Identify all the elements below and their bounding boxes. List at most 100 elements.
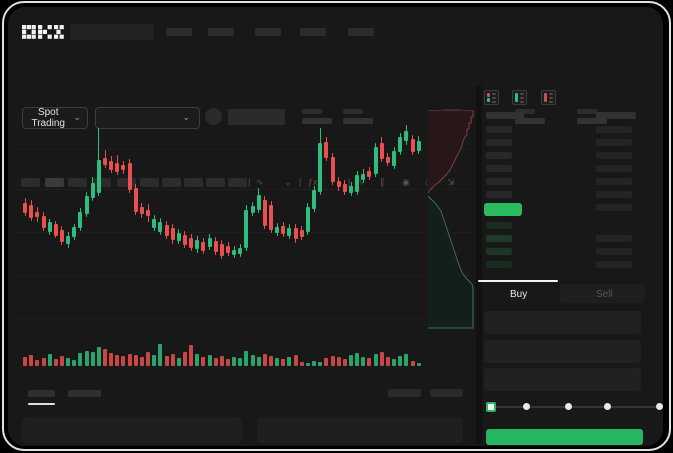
ask-row-placeholder[interactable]: [486, 165, 512, 172]
top-navbar: [0, 0, 673, 48]
nav-item-placeholder[interactable]: [166, 28, 192, 36]
okx-logo[interactable]: [22, 25, 64, 40]
panel-divider: [476, 86, 482, 444]
stat-value-placeholder: [515, 118, 545, 124]
chevron-down-icon: ⌄: [73, 111, 81, 122]
coin-avatar: [205, 108, 222, 125]
timeframe-button[interactable]: [117, 178, 136, 187]
bid-row-placeholder[interactable]: [486, 261, 512, 268]
stat-label-placeholder: [577, 109, 597, 114]
compare-icon[interactable]: ∥: [380, 177, 385, 187]
indicators-icon[interactable]: ∿: [256, 177, 264, 187]
row-line: [492, 93, 496, 95]
bid-row-placeholder[interactable]: [486, 235, 512, 242]
bids-bar-icon: [487, 98, 490, 102]
symbol-row: Spot Trading ⌄ ⌄: [0, 50, 673, 129]
buy-tab-label: Buy: [510, 289, 528, 300]
orderbook-asks-view-icon[interactable]: [541, 90, 556, 105]
market-type-selector[interactable]: Spot Trading ⌄: [22, 107, 88, 129]
slider-step-dot[interactable]: [523, 403, 530, 410]
stat-value-placeholder: [343, 118, 373, 124]
row-line: [520, 93, 524, 95]
orderbook-combined-view-icon[interactable]: [484, 90, 499, 105]
orderbook-amount-placeholder: [596, 165, 632, 172]
buy-submit-button[interactable]: [486, 429, 643, 445]
chevron-down-icon[interactable]: ⌄: [336, 177, 344, 187]
orders-tab-placeholder[interactable]: [28, 390, 55, 397]
nav-item-placeholder[interactable]: [300, 28, 326, 36]
orders-tab-placeholder[interactable]: [68, 390, 101, 397]
orderbook-amount-placeholder: [596, 248, 632, 255]
bid-row-placeholder[interactable]: [486, 222, 512, 229]
asks-bar-icon: [544, 93, 547, 102]
orders-content-panel: [257, 417, 463, 443]
toolbar-divider: |: [348, 177, 351, 187]
stat-label-placeholder: [442, 109, 462, 114]
orderbook-amount-placeholder: [596, 204, 632, 211]
bottom-section: [0, 384, 470, 448]
history-icon[interactable]: ◷: [425, 177, 433, 187]
function-icon[interactable]: ƒx: [308, 177, 318, 187]
fullscreen-icon[interactable]: ⇲: [447, 177, 455, 187]
market-type-label: Spot Trading: [31, 107, 65, 129]
orders-action-placeholder[interactable]: [430, 389, 463, 397]
chevron-down-icon[interactable]: ⌄: [284, 177, 292, 187]
row-line: [549, 97, 553, 99]
slider-step-dot[interactable]: [604, 403, 611, 410]
last-price-badge[interactable]: [484, 203, 522, 216]
timeframe-button-active[interactable]: [45, 178, 64, 187]
orderbook-amount-placeholder: [596, 235, 632, 242]
orderbook-amount-placeholder: [596, 178, 632, 185]
amount-slider[interactable]: [484, 401, 663, 415]
ask-row-placeholder[interactable]: [486, 191, 512, 198]
ask-row-placeholder[interactable]: [486, 178, 512, 185]
toolbar-divider: |: [299, 177, 302, 187]
pair-selector-dropdown[interactable]: ⌄: [95, 107, 200, 129]
timeframe-button[interactable]: [206, 178, 225, 187]
slider-step-dot[interactable]: [565, 403, 572, 410]
stat-label-placeholder: [343, 109, 363, 114]
toolbar-divider: |: [248, 177, 251, 187]
nav-item-placeholder[interactable]: [255, 28, 281, 36]
orderbook-amount-placeholder: [596, 126, 632, 133]
tab-sell[interactable]: Sell: [560, 284, 645, 303]
nav-menu-placeholder[interactable]: [70, 24, 154, 40]
order-input-field[interactable]: [484, 311, 641, 334]
nav-item-placeholder[interactable]: [208, 28, 234, 36]
bid-row-placeholder[interactable]: [486, 248, 512, 255]
orderbook-amount-placeholder: [596, 152, 632, 159]
slider-track: [489, 406, 657, 408]
stat-value-placeholder: [442, 118, 472, 124]
bids-bar-icon: [515, 93, 518, 102]
row-line: [492, 101, 496, 103]
timeframe-button[interactable]: [162, 178, 181, 187]
orders-action-placeholder[interactable]: [388, 389, 421, 397]
order-book: [478, 86, 661, 281]
ask-row-placeholder[interactable]: [486, 139, 512, 146]
pair-name-placeholder: [228, 109, 285, 125]
orderbook-amount-placeholder: [596, 261, 632, 268]
timeframe-button[interactable]: [92, 178, 111, 187]
timeframe-button[interactable]: [68, 178, 87, 187]
orderbook-bids-view-icon[interactable]: [512, 90, 527, 105]
nav-item-placeholder[interactable]: [348, 28, 374, 36]
ask-row-placeholder[interactable]: [486, 152, 512, 159]
order-input-field[interactable]: [484, 340, 641, 363]
order-input-field[interactable]: [484, 368, 641, 391]
timeframe-button[interactable]: [228, 178, 247, 187]
slider-handle[interactable]: [486, 402, 496, 412]
tab-buy[interactable]: Buy: [478, 284, 560, 303]
ask-row-placeholder[interactable]: [486, 126, 512, 133]
orderbook-amount-placeholder: [596, 139, 632, 146]
camera-icon[interactable]: ◉: [402, 177, 410, 187]
row-line: [520, 97, 524, 99]
line-type-icon[interactable]: ∿: [357, 177, 365, 187]
trade-panel: Buy Sell: [478, 278, 663, 448]
timeframe-button[interactable]: [140, 178, 159, 187]
slider-step-dot[interactable]: [656, 403, 663, 410]
orderbook-header-right-placeholder: [596, 112, 636, 119]
timeframe-button[interactable]: [184, 178, 203, 187]
timeframe-button[interactable]: [21, 178, 40, 187]
stat-label-placeholder: [515, 109, 535, 114]
